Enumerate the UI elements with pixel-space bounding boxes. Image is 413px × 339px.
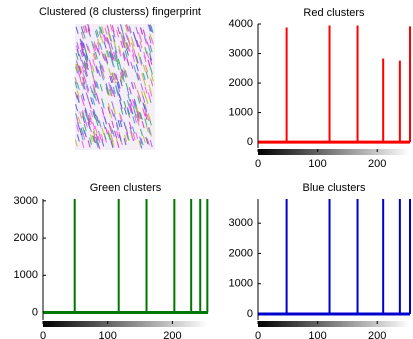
x-tick-label: 200: [368, 158, 386, 170]
y-tick-label: 3000: [14, 195, 38, 207]
x-tick-label: 200: [368, 330, 386, 339]
x-tick-label: 100: [308, 330, 326, 339]
panel-title: Green clusters: [90, 182, 162, 194]
y-tick-label: 0: [247, 308, 253, 320]
y-tick-label: 0: [32, 306, 38, 318]
y-tick-label: 2000: [229, 247, 253, 259]
panel-title: Red clusters: [303, 7, 365, 19]
y-tick-label: 2000: [14, 232, 38, 244]
colorbar: [258, 149, 410, 155]
y-tick-label: 3000: [229, 217, 253, 229]
x-tick-label: 0: [40, 330, 46, 339]
y-tick-label: 1000: [14, 269, 38, 281]
y-tick-label: 3000: [229, 47, 253, 59]
y-tick-label: 0: [247, 136, 253, 148]
y-tick-label: 4000: [229, 18, 253, 30]
x-tick-label: 200: [163, 330, 181, 339]
y-tick-label: 1000: [229, 106, 253, 118]
x-tick-label: 0: [255, 330, 261, 339]
colorbar: [258, 321, 410, 327]
panel-title: Clustered (8 clusterss) fingerprint: [39, 6, 201, 18]
x-tick-label: 0: [255, 158, 261, 170]
panel-title: Blue clusters: [303, 182, 366, 194]
colorbar: [43, 321, 208, 327]
x-tick-label: 100: [99, 330, 117, 339]
y-tick-label: 2000: [229, 77, 253, 89]
figure: Clustered (8 clusterss) fingerprint Red c…: [0, 0, 413, 339]
x-tick-label: 100: [308, 158, 326, 170]
y-tick-label: 1000: [229, 278, 253, 290]
